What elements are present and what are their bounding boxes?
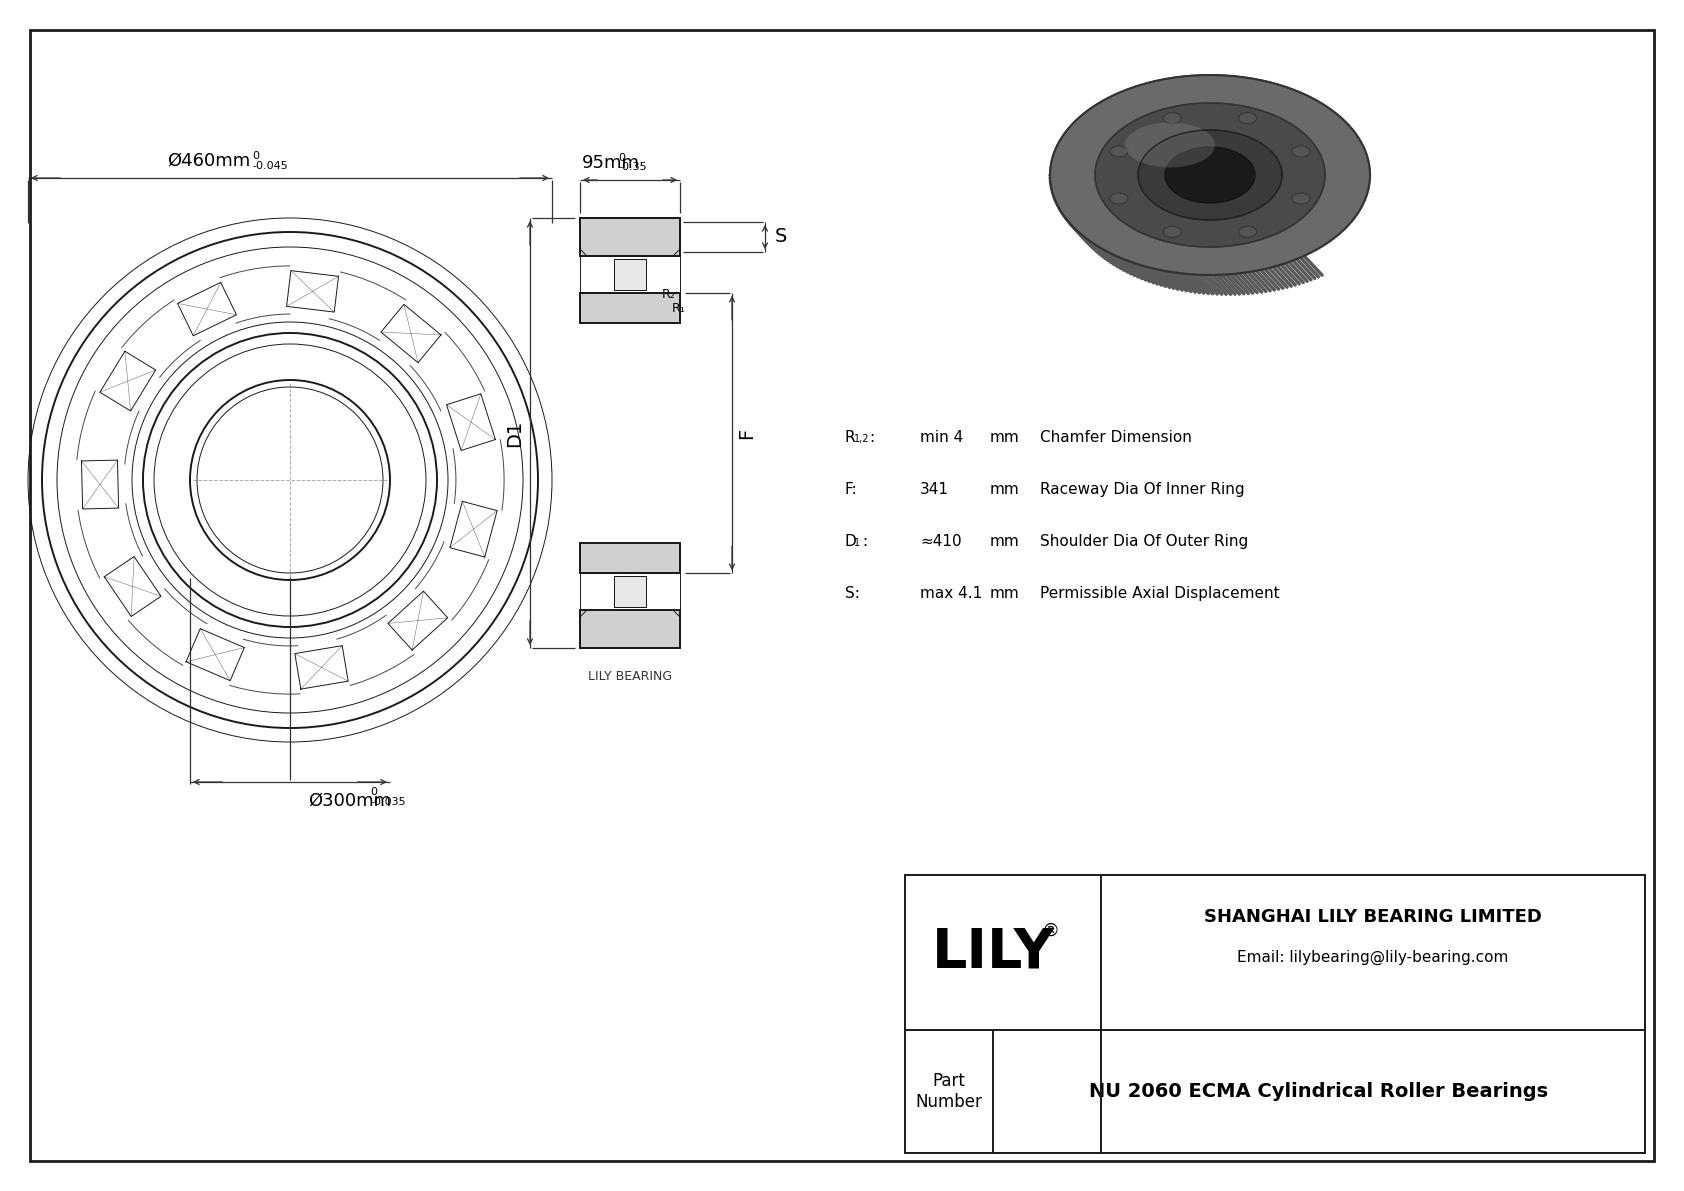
Text: F:: F: <box>845 482 857 497</box>
Text: ®: ® <box>1042 922 1059 940</box>
Text: ≈410: ≈410 <box>919 534 962 549</box>
Ellipse shape <box>1292 146 1310 157</box>
Text: 1: 1 <box>854 538 861 548</box>
Text: LILY: LILY <box>931 925 1054 979</box>
Text: R₂: R₂ <box>662 287 675 300</box>
Ellipse shape <box>1292 193 1310 204</box>
Text: 0: 0 <box>618 152 625 163</box>
Text: :: : <box>869 430 874 445</box>
Text: Chamfer Dimension: Chamfer Dimension <box>1041 430 1192 445</box>
Text: R₁: R₁ <box>672 301 685 314</box>
Text: Part
Number: Part Number <box>916 1072 982 1111</box>
Text: R: R <box>845 430 855 445</box>
Ellipse shape <box>1164 113 1180 124</box>
Text: -0.35: -0.35 <box>618 162 647 172</box>
Bar <box>579 293 680 323</box>
Text: mm: mm <box>990 534 1021 549</box>
Ellipse shape <box>1164 226 1180 237</box>
Text: Email: lilybearing@lily-bearing.com: Email: lilybearing@lily-bearing.com <box>1238 949 1509 965</box>
Text: D1: D1 <box>505 419 524 447</box>
Text: 1,2: 1,2 <box>854 434 869 444</box>
Text: mm: mm <box>990 430 1021 445</box>
Polygon shape <box>1051 75 1371 275</box>
Bar <box>579 218 680 256</box>
Text: mm: mm <box>990 482 1021 497</box>
Bar <box>579 610 680 648</box>
Text: 0: 0 <box>370 787 377 797</box>
Text: -0.045: -0.045 <box>253 161 288 172</box>
Ellipse shape <box>1239 113 1256 124</box>
Text: F: F <box>738 428 756 438</box>
Polygon shape <box>1095 102 1325 247</box>
Bar <box>904 875 1645 1153</box>
Polygon shape <box>1138 130 1282 220</box>
Bar <box>579 543 680 573</box>
Text: NU 2060 ECMA Cylindrical Roller Bearings: NU 2060 ECMA Cylindrical Roller Bearings <box>1090 1081 1549 1100</box>
Text: Ø460mm: Ø460mm <box>167 152 249 170</box>
Bar <box>615 576 647 607</box>
Polygon shape <box>1165 146 1255 202</box>
Ellipse shape <box>1110 193 1128 204</box>
Text: D: D <box>845 534 857 549</box>
Text: 95mm: 95mm <box>583 154 640 172</box>
Text: :: : <box>862 534 867 549</box>
Text: 341: 341 <box>919 482 950 497</box>
Ellipse shape <box>1125 123 1214 168</box>
Text: max 4.1: max 4.1 <box>919 586 982 601</box>
Text: LILY BEARING: LILY BEARING <box>588 671 672 682</box>
Text: 0: 0 <box>253 151 259 161</box>
Text: SHANGHAI LILY BEARING LIMITED: SHANGHAI LILY BEARING LIMITED <box>1204 908 1543 925</box>
Text: Raceway Dia Of Inner Ring: Raceway Dia Of Inner Ring <box>1041 482 1244 497</box>
Text: mm: mm <box>990 586 1021 601</box>
Text: Ø300mm: Ø300mm <box>308 792 391 810</box>
Text: -0.035: -0.035 <box>370 797 406 807</box>
Text: S:: S: <box>845 586 861 601</box>
Bar <box>615 258 647 289</box>
Text: S: S <box>775 227 788 247</box>
Ellipse shape <box>1239 226 1256 237</box>
Text: Shoulder Dia Of Outer Ring: Shoulder Dia Of Outer Ring <box>1041 534 1248 549</box>
Text: Permissible Axial Displacement: Permissible Axial Displacement <box>1041 586 1280 601</box>
Text: min 4: min 4 <box>919 430 963 445</box>
Ellipse shape <box>1110 146 1128 157</box>
